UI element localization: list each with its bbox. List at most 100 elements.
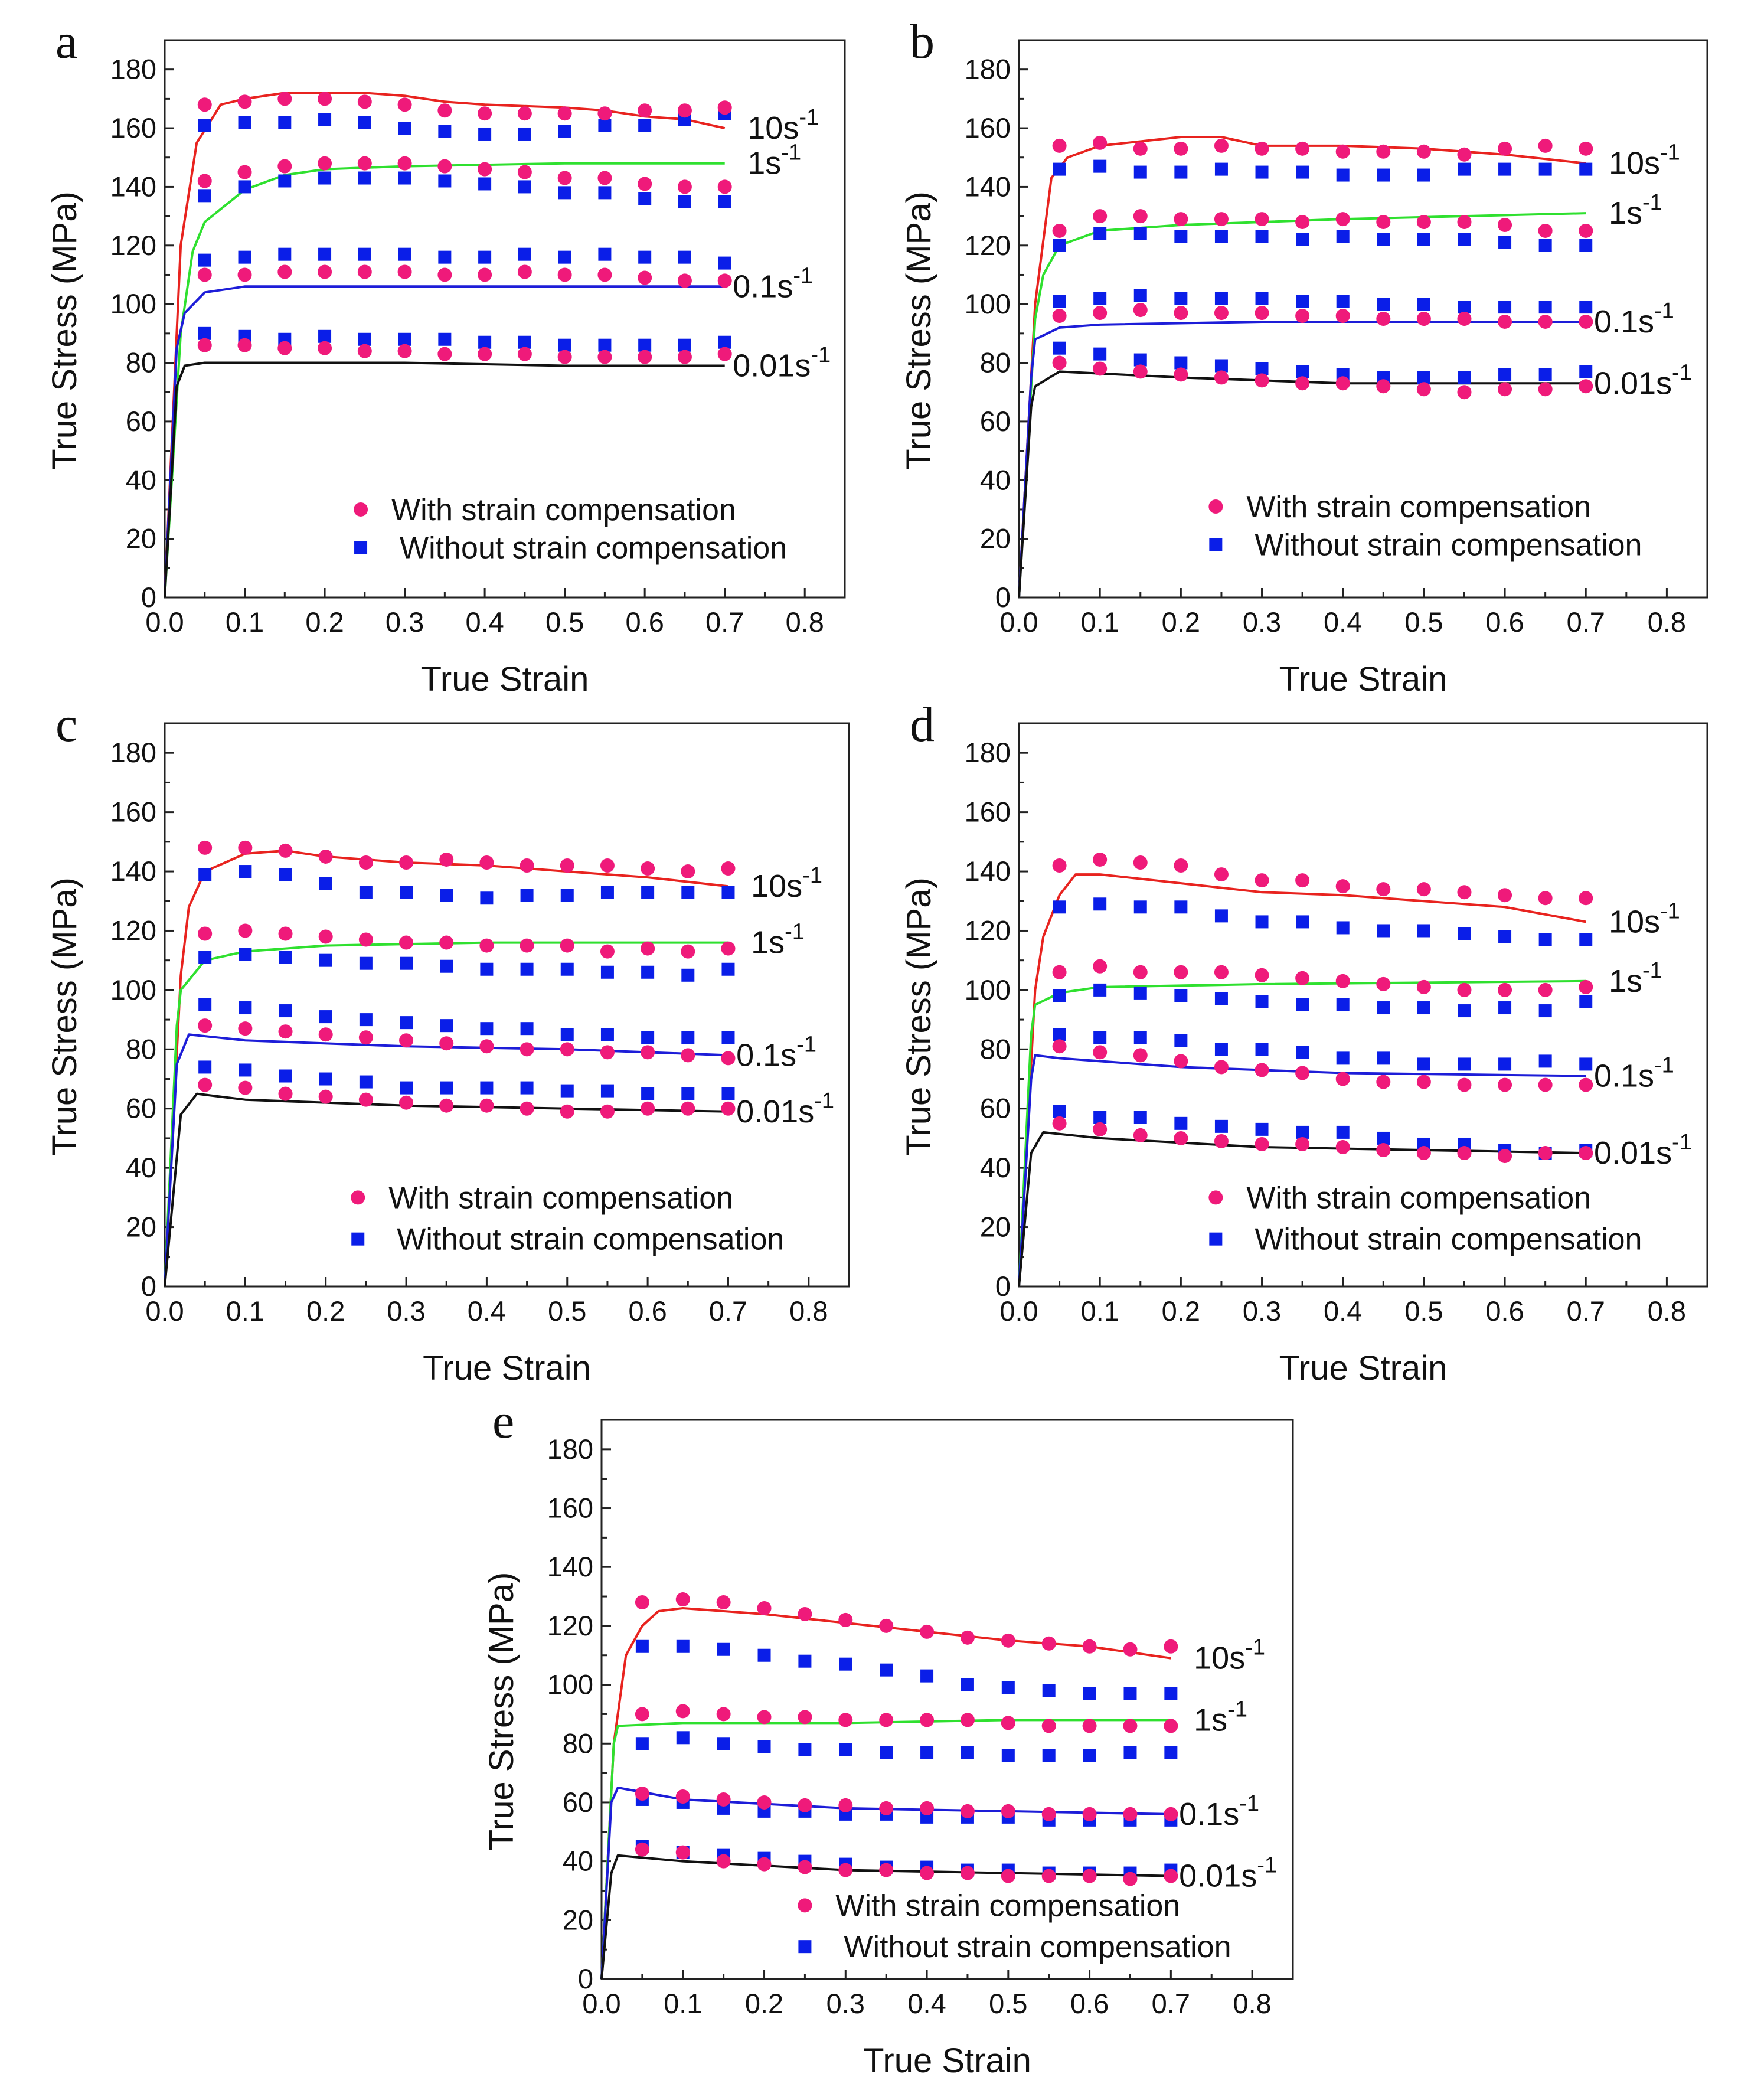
- y-tick-label: 160: [547, 1492, 593, 1524]
- marker-with-compensation: [1579, 891, 1593, 906]
- marker-without-compensation: [641, 1031, 655, 1044]
- marker-with-compensation: [318, 156, 332, 171]
- strain-rate-label: 1s-1: [1609, 190, 1662, 231]
- marker-with-compensation: [1416, 979, 1431, 994]
- marker-with-compensation: [357, 264, 372, 279]
- marker-without-compensation: [1214, 292, 1228, 305]
- marker-without-compensation: [1498, 368, 1512, 381]
- y-tick-label: 40: [126, 464, 156, 495]
- marker-with-compensation: [197, 174, 212, 188]
- marker-without-compensation: [1214, 992, 1228, 1005]
- marker-with-compensation: [1255, 1136, 1269, 1151]
- x-tick-label: 0.3: [1243, 1295, 1281, 1327]
- x-tick-label: 0.4: [907, 1988, 946, 2019]
- legend: With strain compensation Without strain c…: [1208, 1181, 1642, 1257]
- marker-with-compensation: [1295, 215, 1310, 230]
- marker-without-compensation: [478, 335, 492, 349]
- x-axis-title: True Strain: [1279, 660, 1448, 698]
- marker-without-compensation: [1296, 365, 1309, 378]
- marker-without-compensation: [440, 1019, 453, 1033]
- marker-without-compensation: [681, 968, 695, 982]
- marker-without-compensation: [1255, 995, 1269, 1008]
- marker-without-compensation: [398, 122, 411, 135]
- marker-without-compensation: [239, 948, 252, 961]
- marker-without-compensation: [1458, 301, 1471, 314]
- marker-with-compensation: [1335, 1140, 1350, 1155]
- marker-without-compensation: [1174, 1116, 1188, 1130]
- marker-with-compensation: [1498, 1077, 1512, 1092]
- marker-without-compensation: [1377, 233, 1390, 246]
- marker-with-compensation: [635, 1595, 649, 1610]
- marker-with-compensation: [721, 1101, 736, 1116]
- marker-without-compensation: [318, 113, 332, 126]
- marker-with-compensation: [1133, 303, 1148, 318]
- marker-with-compensation: [479, 1098, 494, 1113]
- plot-frame: [600, 1419, 1294, 1980]
- marker-without-compensation: [638, 338, 652, 352]
- marker-without-compensation: [1053, 900, 1066, 914]
- marker-with-compensation: [1174, 1131, 1188, 1145]
- marker-with-compensation: [1052, 1116, 1067, 1131]
- marker-without-compensation: [1579, 301, 1593, 314]
- marker-with-compensation: [1498, 382, 1512, 397]
- marker-with-compensation: [557, 267, 572, 282]
- marker-with-compensation: [721, 1051, 736, 1066]
- x-tick-label: 0.1: [1081, 606, 1119, 638]
- y-tick-label: 20: [980, 1211, 1011, 1243]
- panel-a: a 0 20 40 60 80 100 120 140 160 180 0.0 0.1 0.2 0.3 0.4…: [45, 14, 846, 698]
- marker-without-compensation: [400, 956, 413, 970]
- x-tick-label: 0.6: [626, 606, 664, 638]
- strain-rate-value: 0.01s: [1594, 365, 1672, 401]
- marker-with-compensation: [1093, 1045, 1108, 1060]
- y-tick-label: 120: [110, 230, 156, 261]
- marker-with-compensation: [437, 347, 452, 361]
- strain-rate-label: 0.01s-1: [733, 342, 831, 383]
- x-tick-label: 0.8: [786, 606, 824, 638]
- marker-with-compensation: [318, 341, 332, 355]
- marker-without-compensation: [440, 1081, 453, 1095]
- marker-with-compensation: [198, 1077, 213, 1092]
- marker-with-compensation: [1001, 1804, 1015, 1818]
- strain-rate-label: 0.1s-1: [733, 263, 813, 304]
- x-tick-label: 0.5: [545, 606, 584, 638]
- marker-without-compensation: [1053, 1105, 1066, 1118]
- strain-rate-exponent: -1: [811, 342, 831, 367]
- marker-with-compensation: [1174, 212, 1188, 227]
- x-tick-label: 0.7: [1567, 606, 1605, 638]
- marker-with-compensation: [879, 1801, 894, 1815]
- marker-without-compensation: [480, 1081, 494, 1095]
- marker-with-compensation: [757, 1710, 772, 1725]
- marker-with-compensation: [717, 273, 732, 288]
- y-axis-title: True Stress (MPa): [900, 191, 938, 470]
- marker-with-compensation: [641, 861, 655, 876]
- marker-with-compensation: [597, 267, 612, 282]
- legend-without-label: Without strain compensation: [397, 1223, 784, 1257]
- marker-without-compensation: [1377, 1001, 1390, 1015]
- marker-with-compensation: [1457, 385, 1472, 400]
- marker-without-compensation: [1296, 295, 1309, 308]
- y-tick-label: 140: [110, 855, 156, 887]
- marker-without-compensation: [1417, 924, 1430, 938]
- marker-without-compensation: [558, 250, 571, 264]
- marker-without-compensation: [1377, 168, 1390, 182]
- marker-with-compensation: [478, 162, 492, 177]
- marker-with-compensation: [1214, 212, 1229, 227]
- x-tick-label: 0.7: [1567, 1295, 1605, 1327]
- marker-with-compensation: [1001, 1716, 1015, 1730]
- x-tick-label: 0.0: [145, 1295, 184, 1327]
- marker-without-compensation: [1174, 292, 1188, 305]
- marker-without-compensation: [319, 1010, 332, 1024]
- marker-without-compensation: [721, 886, 735, 899]
- marker-with-compensation: [716, 1792, 731, 1807]
- marker-with-compensation: [1093, 959, 1108, 974]
- marker-without-compensation: [398, 247, 411, 261]
- marker-without-compensation: [1214, 162, 1228, 176]
- marker-with-compensation: [560, 1042, 574, 1057]
- panel-d: d 0 20 40 60 80 100 120 140 160 180 0.0 0.1 0.2 0.3 0.4…: [900, 697, 1708, 1387]
- marker-without-compensation: [438, 125, 452, 138]
- strain-rate-value: 0.1s: [736, 1037, 796, 1073]
- marker-with-compensation: [318, 92, 332, 106]
- marker-with-compensation: [1093, 852, 1108, 867]
- y-tick-label: 160: [965, 112, 1011, 143]
- marker-without-compensation: [1336, 1125, 1350, 1139]
